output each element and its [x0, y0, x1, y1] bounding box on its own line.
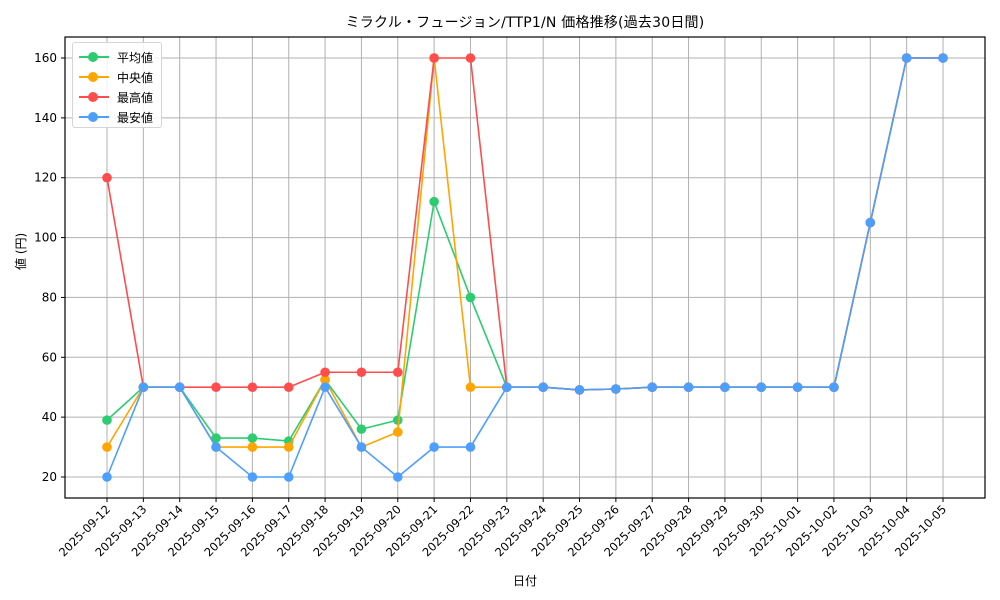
data-point: [102, 442, 112, 452]
legend-marker-icon: [88, 92, 98, 102]
data-point: [502, 382, 512, 393]
data-point: [211, 442, 221, 452]
data-point: [247, 433, 258, 443]
data-point: [829, 382, 839, 393]
series-2: [102, 53, 948, 395]
y-axis: 20 40 60 80 100 120 140 160: [34, 51, 65, 484]
series-line: [106, 57, 943, 449]
data-point: [429, 442, 439, 452]
data-point: [465, 382, 476, 393]
data-point: [429, 53, 439, 63]
legend-label: 平均値: [117, 51, 154, 65]
data-point: [138, 382, 149, 393]
data-point: [320, 374, 330, 385]
legend-item: 最安値: [73, 107, 161, 127]
plot-frame: [64, 36, 986, 499]
legend-marker-icon: [88, 72, 98, 82]
y-tick-label: 80: [42, 290, 57, 304]
legend-label: 最高値: [117, 91, 154, 105]
data-point: [247, 472, 258, 482]
legend-marker-icon: [88, 112, 98, 122]
data-point: [211, 433, 221, 443]
data-point: [392, 367, 403, 378]
legend-label: 最安値: [117, 111, 154, 125]
data-point: [538, 382, 548, 393]
data-point: [356, 442, 367, 452]
data-point: [865, 217, 876, 228]
series-line: [106, 57, 943, 442]
data-point: [792, 382, 803, 393]
data-point: [356, 424, 367, 434]
data-point: [574, 385, 585, 395]
data-point: [283, 442, 294, 452]
legend: 平均値中央値最高値最安値: [72, 42, 162, 128]
grid-lines: [65, 37, 985, 498]
data-point: [320, 367, 330, 378]
y-tick-label: 40: [42, 410, 57, 424]
data-point: [211, 382, 221, 393]
data-point: [683, 382, 694, 393]
data-point: [283, 472, 294, 482]
series-3: [102, 53, 948, 482]
y-tick-label: 120: [34, 171, 57, 185]
x-axis: 2025-09-122025-09-132025-09-142025-09-15…: [56, 498, 949, 559]
data-point: [647, 382, 658, 393]
data-point: [102, 415, 112, 425]
x-axis-label: 日付: [512, 574, 537, 588]
y-tick-label: 60: [42, 350, 57, 364]
data-point: [611, 384, 621, 394]
y-axis-label: 値 (円): [14, 232, 28, 270]
chart-title: ミラクル・フュージョン/TTP1/N 価格推移(過去30日間): [345, 15, 705, 31]
series-1: [102, 53, 948, 452]
data-point: [429, 196, 439, 207]
data-point: [392, 472, 403, 482]
data-point: [247, 442, 258, 452]
y-tick-label: 20: [42, 470, 57, 484]
data-point: [938, 53, 948, 63]
data-point: [283, 382, 294, 393]
data-point: [320, 382, 330, 393]
data-point: [102, 472, 112, 482]
data-point: [720, 382, 730, 393]
legend-item: 平均値: [73, 47, 161, 67]
data-point: [102, 172, 112, 183]
series-line: [106, 57, 943, 479]
legend-item: 中央値: [73, 67, 161, 87]
legend-item: 最高値: [73, 87, 161, 107]
data-point: [901, 53, 912, 63]
y-tick-label: 100: [34, 231, 57, 245]
y-tick-label: 160: [34, 51, 57, 65]
y-tick-label: 140: [34, 111, 57, 125]
data-point: [392, 427, 403, 437]
data-point: [174, 382, 185, 393]
data-point: [465, 292, 476, 303]
data-point: [247, 382, 258, 393]
data-point: [356, 367, 367, 378]
data-point: [756, 382, 767, 393]
legend-marker-icon: [88, 52, 98, 62]
data-point: [392, 415, 403, 425]
series-line: [106, 57, 943, 391]
data-point: [465, 53, 476, 63]
data-point: [465, 442, 476, 452]
legend-label: 中央値: [117, 71, 154, 85]
